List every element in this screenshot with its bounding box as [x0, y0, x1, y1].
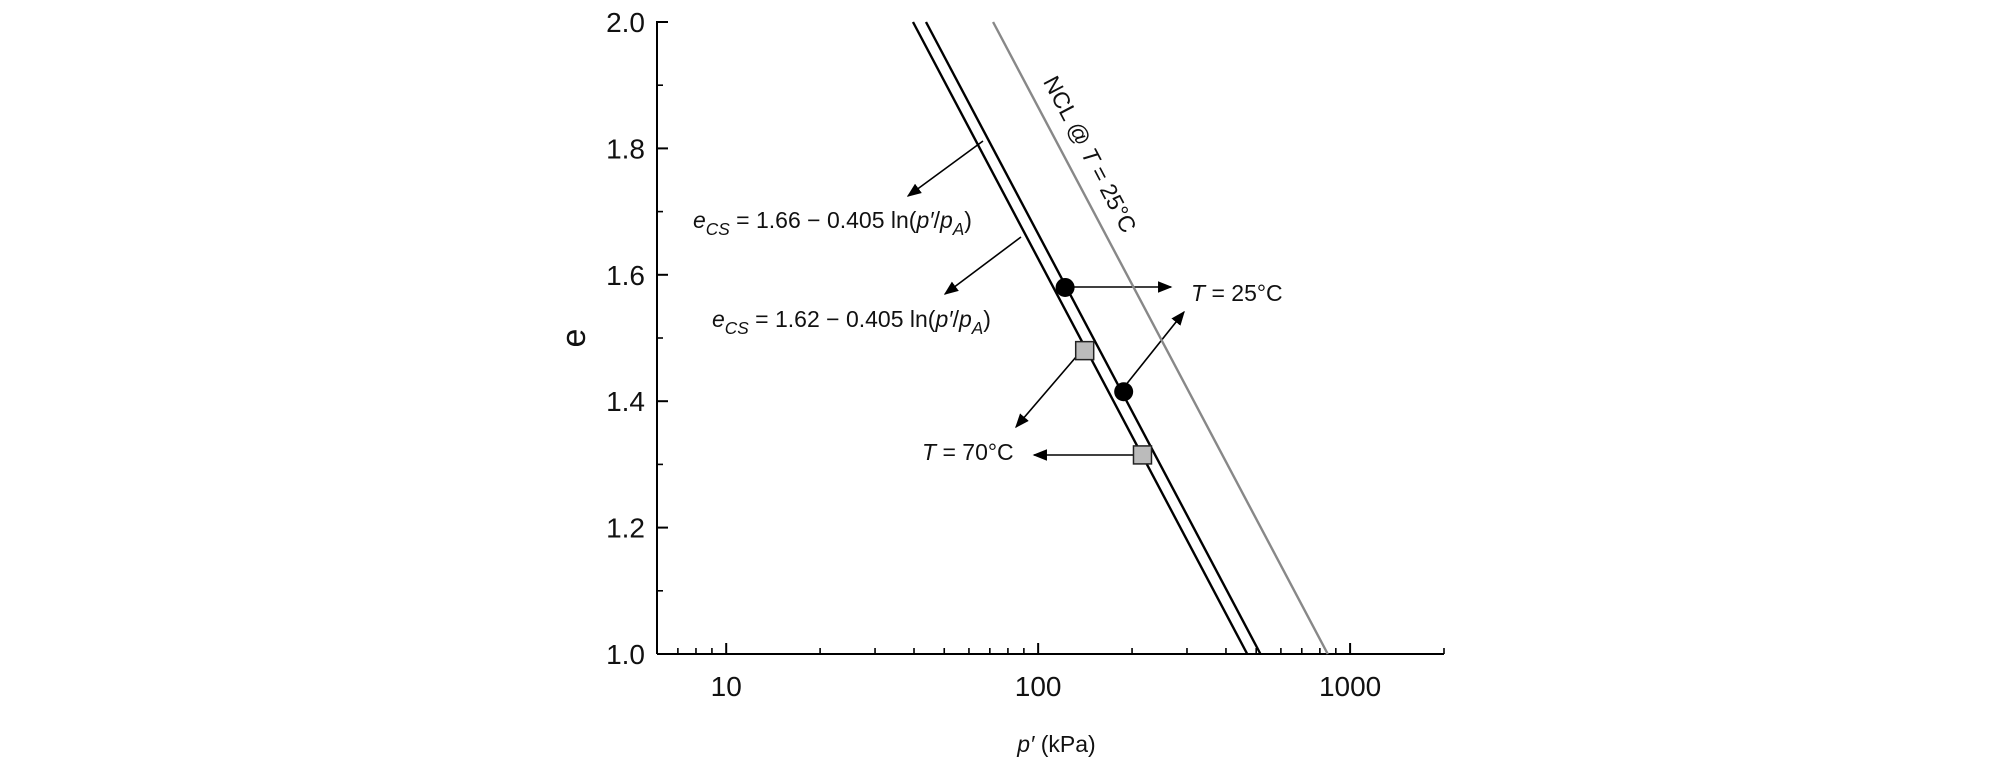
text-part: = 1.66 − 0.405 ln(	[730, 207, 917, 233]
y-tick-label: 1.0	[606, 639, 645, 670]
arrows	[906, 140, 1185, 461]
text-part: CS	[725, 318, 749, 338]
text-part: p′	[915, 207, 934, 233]
text-part: p′	[934, 306, 953, 332]
point	[1074, 340, 1095, 361]
text-part: p	[939, 207, 953, 233]
x-tick-label: 10	[711, 671, 742, 702]
arrow	[1120, 310, 1185, 392]
text-part: )	[964, 207, 972, 233]
text-part: = 70°C	[936, 439, 1014, 465]
point	[1132, 445, 1153, 465]
arrow	[906, 140, 984, 197]
text-part: p′	[1016, 731, 1035, 757]
annotation: p′ (kPa)	[1016, 731, 1095, 757]
text-part: A	[971, 318, 984, 338]
y-tick-label: 1.6	[606, 260, 645, 291]
y-tick-label: 1.4	[606, 386, 645, 417]
text-part: /	[934, 207, 941, 233]
text-part: = 25°C	[1205, 280, 1283, 306]
line	[992, 21, 1329, 655]
x-tick-label: 100	[1015, 671, 1062, 702]
text-part: e	[693, 207, 706, 233]
line	[924, 21, 1262, 655]
text-part: T	[922, 439, 938, 465]
text-part: = 25°C	[1083, 156, 1142, 237]
annotation: T = 70°C	[922, 439, 1014, 465]
point	[1055, 277, 1075, 297]
line	[911, 21, 1249, 655]
text-part: T	[1191, 280, 1207, 306]
text-part: NCL @	[1038, 72, 1099, 156]
text-part: CS	[706, 219, 730, 239]
y-tick-label: 2.0	[606, 7, 645, 38]
annotation: eCS = 1.66 − 0.405 ln(p′/pA)	[693, 207, 972, 239]
y-tick-label: 1.2	[606, 513, 645, 544]
text-part: /	[953, 306, 960, 332]
y-tick-label: 1.8	[606, 133, 645, 164]
text-part: (kPa)	[1034, 731, 1095, 757]
point	[1114, 382, 1134, 402]
annotation: NCL @ T = 25°C	[1038, 72, 1141, 237]
annotation: T = 25°C	[1191, 280, 1283, 306]
text-part: e	[712, 306, 725, 332]
y-axis-label: e	[555, 329, 593, 348]
text-part: = 1.62 − 0.405 ln(	[749, 306, 936, 332]
x-tick-label: 1000	[1319, 671, 1381, 702]
text-part: A	[952, 219, 965, 239]
annotation: eCS = 1.62 − 0.405 ln(p′/pA)	[712, 306, 991, 338]
arrow	[943, 236, 1022, 295]
arrow	[1015, 349, 1083, 429]
text-part: )	[983, 306, 991, 332]
text-part: p	[958, 306, 972, 332]
